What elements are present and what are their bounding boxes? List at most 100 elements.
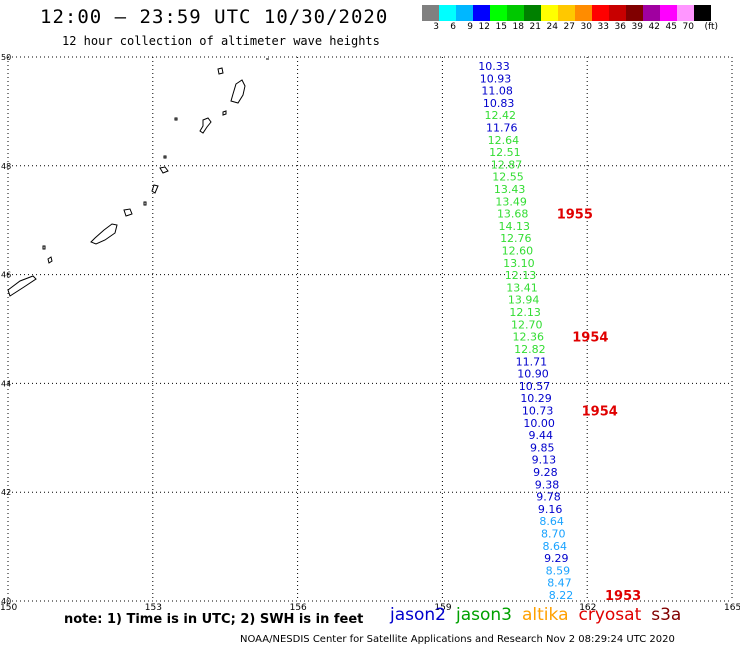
wave-height-value: 9.85 — [530, 441, 555, 454]
wave-height-value: 9.16 — [538, 503, 563, 516]
colorbar-swatch — [660, 5, 677, 21]
wave-height-value: 13.10 — [503, 257, 535, 270]
colorbar-label: 3 — [433, 22, 439, 32]
island-outline — [159, 166, 169, 174]
colorbar-swatch — [626, 5, 643, 21]
island-outline — [7, 275, 37, 297]
colorbar-swatch — [677, 5, 694, 21]
colorbar-label: 12 — [478, 22, 490, 32]
island-outline — [143, 201, 147, 206]
map-subtitle: 12 hour collection of altimeter wave hei… — [62, 34, 380, 48]
map-title: 12:00 – 23:59 UTC 10/30/2020 — [40, 6, 389, 28]
colorbar-label: (ft) — [704, 22, 718, 32]
lat-lon-grid — [7, 56, 733, 602]
wave-height-value: 8.64 — [539, 515, 564, 528]
wave-height-value: 8.59 — [546, 564, 571, 577]
legend-s3a: s3a — [651, 605, 682, 625]
colorbar-swatch — [490, 5, 507, 21]
colorbar-label: 24 — [546, 22, 558, 32]
colorbar-label: 18 — [512, 22, 524, 32]
island-outline — [199, 117, 212, 134]
lon-label: 150 — [0, 603, 17, 613]
legend-jason2: jason2 — [390, 605, 446, 625]
wave-height-value: 11.08 — [481, 85, 513, 98]
colorbar-label: 27 — [563, 22, 575, 32]
colorbar-label: 42 — [648, 22, 660, 32]
footer-note: note: 1) Time is in UTC; 2) SWH is in fe… — [64, 612, 364, 627]
colorbar-label: 21 — [529, 22, 541, 32]
colorbar-label: 70 — [682, 22, 694, 32]
lat-label: 50 — [1, 53, 11, 62]
colorbar-swatch — [558, 5, 575, 21]
wave-height-value: 12.51 — [489, 146, 521, 159]
satellite-legend: jason2 jason3 altika cryosat s3a — [390, 605, 691, 625]
legend-cryosat: cryosat — [578, 605, 642, 625]
lon-label: 159 — [434, 603, 451, 613]
wave-height-value: 10.90 — [517, 368, 549, 381]
lat-label: 44 — [1, 379, 11, 388]
colorbar-label: 45 — [665, 22, 677, 32]
colorbar-swatch — [694, 5, 711, 21]
wave-height-value: 12.64 — [488, 134, 520, 147]
colorbar-labels: 3 6 9 12 15 18 21 24 27 30 33 36 39 42 45 70 (ft) — [422, 22, 718, 32]
island-outline — [151, 184, 159, 194]
colorbar-swatch — [473, 5, 490, 21]
colorbar-label: 9 — [467, 22, 473, 32]
wave-height-value: 13.41 — [506, 281, 538, 294]
wave-height-colorbar — [422, 5, 711, 21]
lon-label: 162 — [579, 603, 596, 613]
wave-height-value: 10.93 — [480, 72, 512, 85]
wave-height-value: 8.22 — [549, 589, 574, 602]
wave-height-value: 11.76 — [486, 122, 518, 135]
wave-height-value: 12.13 — [505, 269, 537, 282]
pass-time-label: 1953 — [605, 589, 641, 604]
wave-height-value: 8.47 — [547, 577, 572, 590]
colorbar-label: 15 — [495, 22, 507, 32]
wave-height-value: 10.00 — [523, 417, 555, 430]
island-outline — [217, 67, 224, 75]
island-outline — [163, 155, 167, 159]
colorbar-label: 30 — [580, 22, 592, 32]
colorbar-label: 39 — [631, 22, 643, 32]
pass-time-labels: 1955 1954 1954 1953 — [557, 208, 641, 604]
wave-height-value: 10.57 — [519, 380, 551, 393]
wave-height-value: 11.71 — [516, 355, 548, 368]
wave-height-value: 9.13 — [532, 454, 557, 467]
wave-height-value: 8.70 — [541, 527, 566, 540]
wave-height-value: 12.42 — [484, 109, 516, 122]
legend-jason3: jason3 — [456, 605, 512, 625]
colorbar-swatch — [524, 5, 541, 21]
pass-time-label: 1954 — [572, 331, 608, 346]
colorbar-swatch — [575, 5, 592, 21]
lon-label: 153 — [145, 603, 162, 613]
lat-label: 42 — [1, 488, 11, 497]
wave-height-value: 9.29 — [544, 552, 569, 565]
wave-height-value: 12.36 — [513, 331, 545, 344]
wave-height-value: 12.60 — [502, 245, 534, 258]
colorbar-swatch — [507, 5, 524, 21]
wave-height-value: 10.29 — [520, 392, 552, 405]
wave-height-value: 13.68 — [497, 208, 529, 221]
wave-height-value: 14.13 — [499, 220, 531, 233]
wave-height-value: 12.70 — [511, 318, 543, 331]
wave-height-value: 12.55 — [492, 171, 524, 184]
colorbar-swatch — [541, 5, 558, 21]
wave-height-value: 12.87 — [491, 158, 523, 171]
wave-height-value: 8.64 — [543, 540, 568, 553]
island-outline — [174, 117, 178, 121]
colorbar-label: 36 — [614, 22, 626, 32]
kuril-islands-coastline — [7, 58, 269, 297]
lon-label: 165 — [724, 603, 740, 613]
wave-height-value: 10.33 — [478, 60, 510, 73]
pass-time-label: 1954 — [582, 404, 618, 419]
colorbar-swatch — [592, 5, 609, 21]
island-outline — [222, 110, 227, 116]
colorbar-swatch — [439, 5, 456, 21]
wave-height-value: 9.78 — [536, 491, 561, 504]
colorbar-label: 33 — [597, 22, 609, 32]
wave-height-value: 13.94 — [508, 294, 540, 307]
lon-label: 156 — [290, 603, 307, 613]
lat-label: 48 — [1, 162, 11, 171]
island-outline — [47, 256, 53, 264]
colorbar-swatch — [422, 5, 439, 21]
